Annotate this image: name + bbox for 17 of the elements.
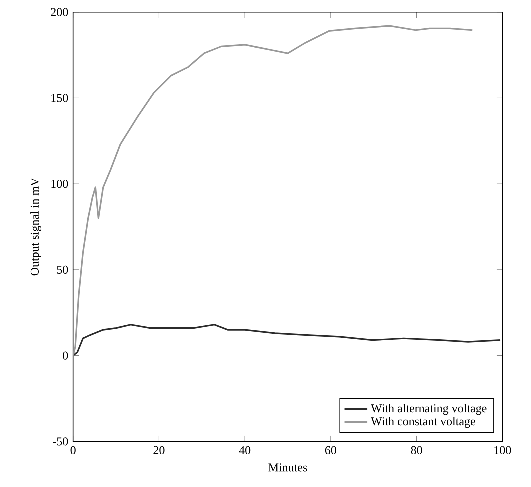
y-tick-label: 150: [52, 94, 68, 102]
y-tick-label: 0: [63, 352, 68, 360]
y-tick-label: 50: [57, 266, 68, 274]
y-tick-label: 200: [51, 8, 68, 16]
y-tick-label: -50: [53, 438, 68, 446]
legend-label: With alternating voltage: [371, 404, 487, 416]
line-series: [73, 25, 474, 357]
x-tick-label: 0: [70, 446, 76, 454]
y-axis-title: Output signal in mV: [30, 178, 42, 276]
x-tick-label: 80: [411, 446, 422, 454]
x-tick-label: 60: [325, 446, 336, 454]
x-tick-label: 100: [494, 446, 512, 454]
x-tick-label: 20: [154, 446, 165, 454]
x-tick-label: 40: [239, 446, 251, 454]
y-tick-label: 100: [52, 180, 68, 188]
x-axis-title: Minutes: [268, 464, 308, 472]
legend-label: With constant voltage: [371, 417, 476, 428]
